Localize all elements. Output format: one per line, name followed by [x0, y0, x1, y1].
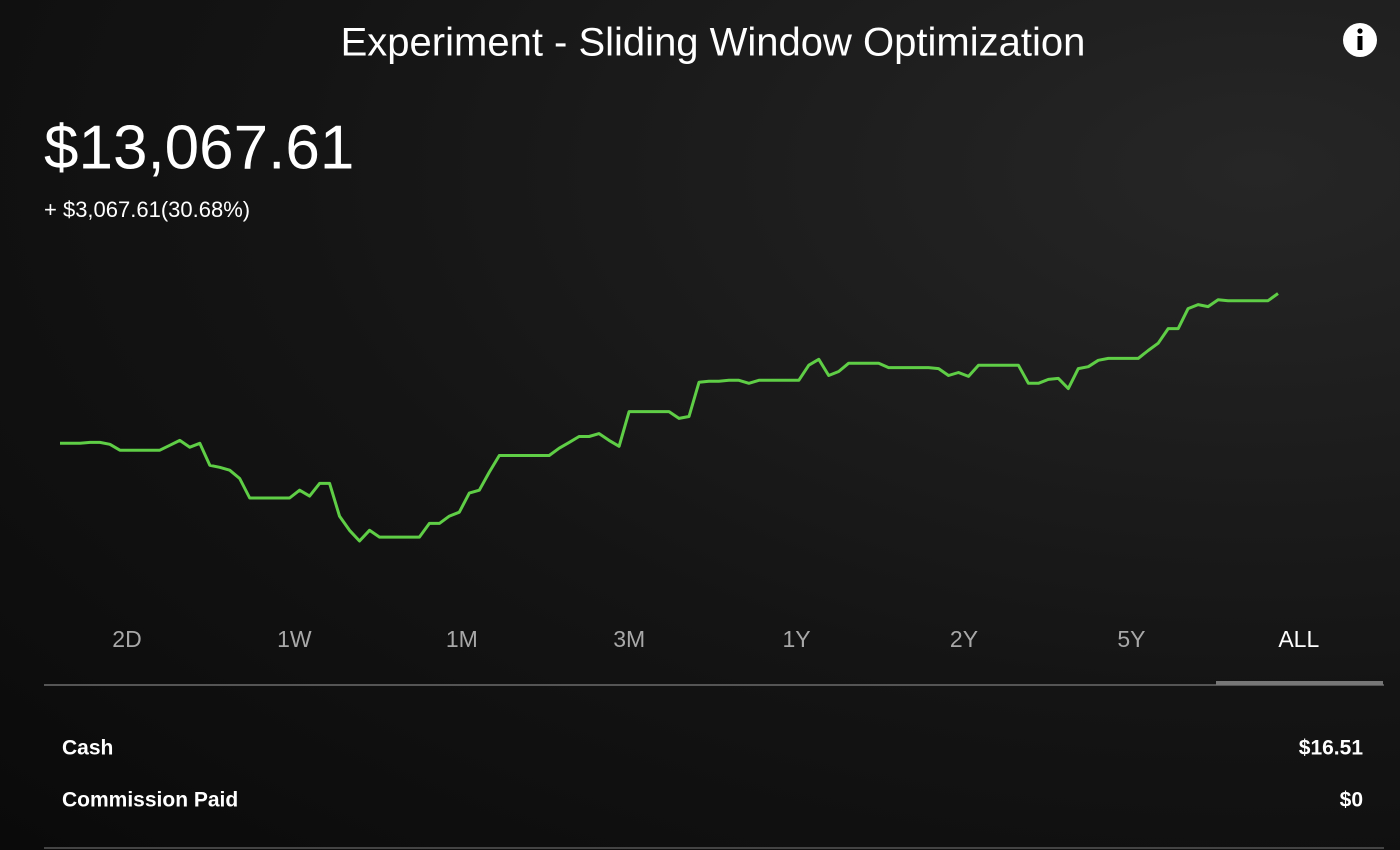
- range-button[interactable]: 5Y: [1117, 626, 1145, 652]
- range-button[interactable]: ALL: [1278, 626, 1319, 652]
- detail-value: $0: [1340, 789, 1363, 812]
- range-selected-indicator: [1216, 681, 1383, 685]
- range-button[interactable]: 3M: [613, 626, 645, 652]
- info-button[interactable]: [1343, 23, 1377, 57]
- range-button[interactable]: 1Y: [783, 626, 811, 652]
- portfolio-change: + $3,067.61(30.68%): [44, 197, 250, 222]
- portfolio-value: $13,067.61: [44, 113, 354, 182]
- range-button[interactable]: 2Y: [950, 626, 978, 652]
- info-dot: [1357, 28, 1363, 34]
- range-button[interactable]: 1M: [446, 626, 478, 652]
- detail-label: Commission Paid: [62, 789, 238, 812]
- info-stem: [1357, 36, 1363, 50]
- equity-line: [60, 292, 1279, 543]
- page-title: Experiment - Sliding Window Optimization: [341, 21, 1086, 65]
- range-button[interactable]: 2D: [112, 626, 141, 652]
- detail-label: Cash: [62, 737, 113, 760]
- detail-value: $16.51: [1299, 737, 1364, 760]
- range-button[interactable]: 1W: [277, 626, 312, 652]
